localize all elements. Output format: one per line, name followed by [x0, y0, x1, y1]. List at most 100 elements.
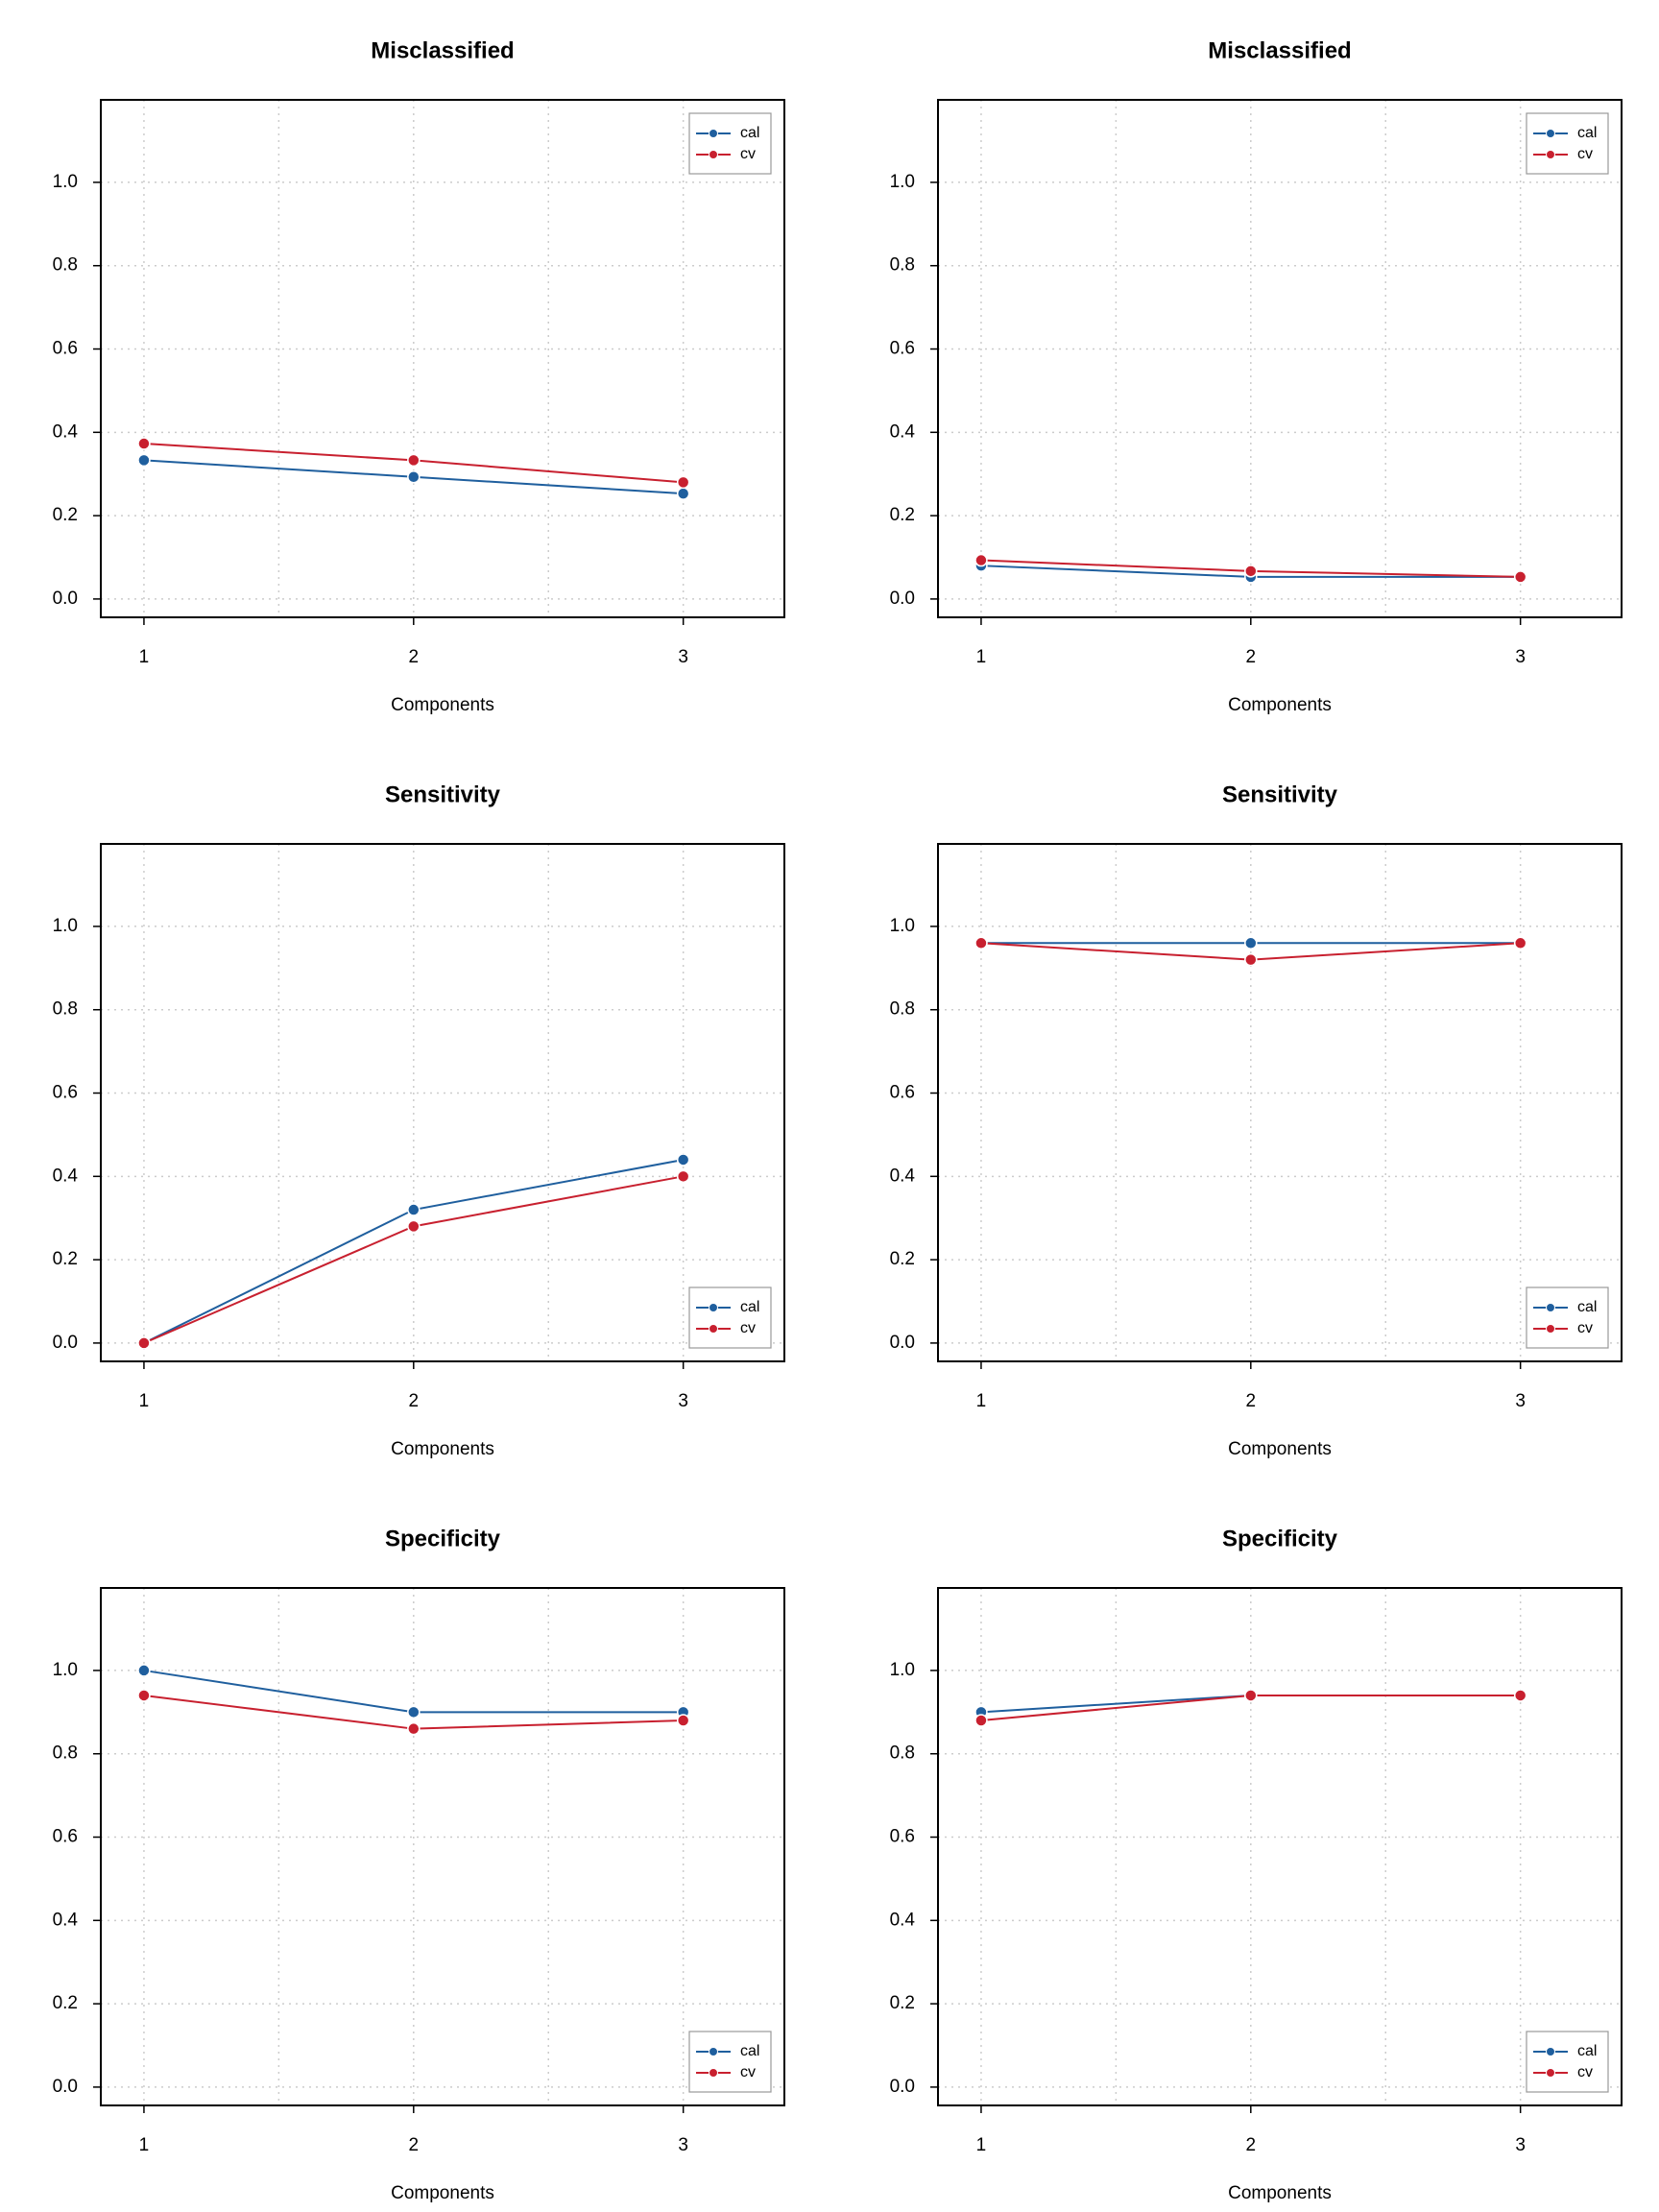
x-tick-label: 3 — [1515, 2135, 1526, 2155]
chart-title: Specificity — [1222, 1526, 1338, 1551]
chart-title: Misclassified — [371, 37, 514, 63]
data-point — [974, 1714, 988, 1727]
data-point — [676, 1169, 690, 1184]
legend-marker — [709, 150, 718, 159]
legend-label: cv — [1577, 146, 1593, 162]
legend-marker — [709, 1324, 718, 1334]
legend-label: cv — [740, 1320, 756, 1336]
legend: cal cv — [1526, 112, 1609, 175]
y-tick-label: 0.6 — [890, 1083, 915, 1103]
plot-frame — [100, 1587, 785, 2106]
legend-box — [1526, 2031, 1609, 2093]
x-tick-label: 1 — [976, 1391, 987, 1411]
y-tick-label: 0.4 — [890, 1166, 916, 1186]
x-tick-label: 2 — [409, 647, 420, 667]
legend-box — [1526, 1286, 1609, 1349]
plot-frame — [937, 99, 1623, 618]
chart-title: Specificity — [385, 1526, 501, 1551]
y-tick-label: 0.4 — [53, 1910, 79, 1930]
y-tick-label: 0.0 — [890, 589, 915, 609]
y-tick-label: 0.6 — [53, 1827, 78, 1847]
x-axis-label: Components — [391, 1439, 494, 1459]
y-tick-label: 0.6 — [890, 339, 915, 359]
legend-marker — [1546, 1303, 1555, 1312]
x-tick-label: 2 — [409, 1391, 420, 1411]
y-tick-label: 0.0 — [53, 2077, 78, 2097]
legend-marker — [1546, 150, 1555, 159]
y-tick-label: 0.2 — [890, 1993, 915, 2013]
legend-marker — [709, 129, 718, 138]
data-point — [407, 1203, 421, 1216]
y-tick-label: 0.8 — [890, 1743, 915, 1764]
y-tick-label: 0.2 — [53, 1249, 78, 1269]
legend-label: cal — [1577, 1299, 1597, 1315]
x-axis-label: Components — [1228, 2183, 1332, 2203]
data-point — [974, 553, 988, 567]
legend-label: cv — [1577, 2064, 1593, 2080]
y-tick-label: 1.0 — [53, 916, 78, 936]
legend-marker — [1546, 2068, 1555, 2078]
data-point — [1244, 1689, 1258, 1702]
panel: Misclassified Components 0.0 0.2 0.4 0.6 0.8 1.… — [890, 37, 1623, 715]
legend-label: cv — [1577, 1320, 1593, 1336]
y-tick-label: 0.2 — [53, 505, 78, 525]
x-tick-label: 2 — [1246, 647, 1257, 667]
data-point — [676, 487, 690, 500]
y-tick-label: 0.2 — [890, 505, 915, 525]
data-point — [137, 1689, 151, 1702]
chart-title: Sensitivity — [385, 781, 501, 807]
legend-marker — [1546, 129, 1555, 138]
x-tick-label: 3 — [678, 2135, 688, 2155]
legend: cal cv — [688, 112, 772, 175]
x-tick-label: 2 — [409, 2135, 420, 2155]
x-tick-label: 2 — [1246, 2135, 1257, 2155]
legend-marker — [1546, 2047, 1555, 2056]
data-point — [1513, 570, 1527, 584]
data-point — [1513, 936, 1527, 950]
data-point — [137, 1664, 151, 1677]
y-tick-label: 0.8 — [890, 255, 915, 276]
data-point — [1244, 952, 1258, 967]
legend-marker — [709, 2068, 718, 2078]
plot-frame — [100, 99, 785, 618]
y-tick-label: 0.0 — [890, 1333, 915, 1353]
y-tick-label: 0.6 — [890, 1827, 915, 1847]
data-point — [1513, 1689, 1527, 1702]
legend-label: cv — [740, 146, 756, 162]
y-tick-label: 0.4 — [53, 1166, 79, 1186]
x-tick-label: 3 — [1515, 1391, 1526, 1411]
y-tick-label: 1.0 — [53, 1660, 78, 1680]
legend-marker — [709, 1303, 718, 1312]
y-tick-label: 0.8 — [890, 999, 915, 1020]
data-point — [407, 453, 421, 468]
legend-box — [688, 2031, 772, 2093]
data-point — [407, 1705, 421, 1719]
panel: Specificity Components 0.0 0.2 0.4 0.6 0.8 1.0 1… — [890, 1526, 1623, 2203]
chart-title: Misclassified — [1208, 37, 1351, 63]
y-tick-label: 0.4 — [890, 1910, 916, 1930]
plot-frame — [100, 843, 785, 1362]
x-tick-label: 1 — [976, 647, 987, 667]
y-tick-label: 0.0 — [53, 1333, 78, 1353]
data-point — [676, 1714, 690, 1727]
y-tick-label: 0.0 — [890, 2077, 915, 2097]
data-point — [676, 1153, 690, 1166]
data-point — [974, 936, 988, 950]
legend-box — [688, 1286, 772, 1349]
data-point — [137, 1336, 151, 1350]
x-axis-label: Components — [1228, 695, 1332, 715]
legend-label: cal — [740, 125, 759, 141]
x-tick-label: 2 — [1246, 1391, 1257, 1411]
legend-label: cal — [740, 1299, 759, 1315]
data-point — [137, 453, 151, 468]
legend: cal cv — [1526, 2031, 1609, 2093]
panel: Sensitivity Components 0.0 0.2 0.4 0.6 0.8 1.0 1… — [890, 781, 1623, 1459]
y-tick-label: 1.0 — [890, 916, 915, 936]
y-tick-label: 0.8 — [53, 999, 78, 1020]
y-tick-label: 0.8 — [53, 255, 78, 276]
x-tick-label: 3 — [678, 647, 688, 667]
y-tick-label: 0.6 — [53, 1083, 78, 1103]
y-tick-label: 0.4 — [53, 421, 79, 442]
legend: cal cv — [688, 1286, 772, 1349]
